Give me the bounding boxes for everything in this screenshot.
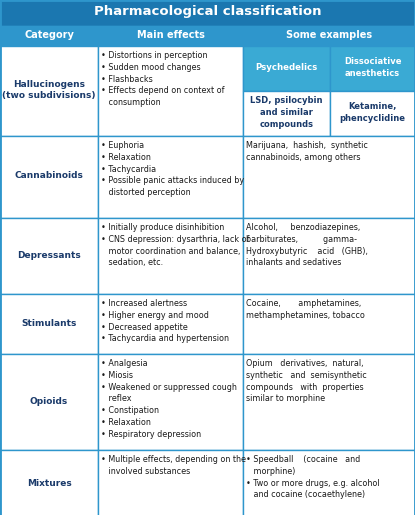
Bar [330,91,415,136]
Bar [243,450,415,515]
Text: • Initially produce disinhibition
• CNS depression: dysarthria, lack of
   motor: • Initially produce disinhibition • CNS … [101,223,249,267]
Text: Mixtures: Mixtures [27,479,71,489]
Bar [330,46,415,91]
Bar [0,46,98,136]
Bar [0,218,98,294]
Text: Hallucinogens
(two subdivisions): Hallucinogens (two subdivisions) [2,80,96,100]
Bar [0,26,98,46]
Text: • Distortions in perception
• Sudden mood changes
• Flashbacks
• Effects depend : • Distortions in perception • Sudden moo… [101,51,225,107]
Text: Cocaine,       amphetamines,
methamphetamines, tobacco: Cocaine, amphetamines, methamphetamines,… [246,299,365,320]
Text: Category: Category [24,30,74,40]
Text: • Increased alertness
• Higher energy and mood
• Decreased appetite
• Tachycardi: • Increased alertness • Higher energy an… [101,299,229,344]
Bar [0,450,98,515]
Bar [243,26,415,46]
Text: Pharmacological classification: Pharmacological classification [94,6,321,19]
Bar [0,294,98,354]
Text: Alcohol,     benzodiazepines,
barbiturates,          gamma-
Hydroxybutyric    ac: Alcohol, benzodiazepines, barbiturates, … [246,223,368,267]
Text: • Multiple effects, depending on the
   involved substances: • Multiple effects, depending on the inv… [101,455,246,476]
Text: Some examples: Some examples [286,30,372,40]
Bar [0,354,98,450]
Bar [98,450,243,515]
Text: Opium   derivatives,  natural,
synthetic   and  semisynthetic
compounds   with  : Opium derivatives, natural, synthetic an… [246,359,367,403]
Text: • Analgesia
• Miosis
• Weakened or suppressed cough
   reflex
• Constipation
• R: • Analgesia • Miosis • Weakened or suppr… [101,359,237,439]
Text: • Speedball    (cocaine   and
   morphine)
• Two or more drugs, e.g. alcohol
   : • Speedball (cocaine and morphine) • Two… [246,455,380,500]
Text: Psychedelics: Psychedelics [255,63,317,72]
Bar [98,294,243,354]
Bar [0,0,415,26]
Text: Cannabinoids: Cannabinoids [15,171,83,180]
Text: LSD, psilocybin
and similar
compounds: LSD, psilocybin and similar compounds [250,96,323,129]
Bar [98,46,243,136]
Bar [243,46,330,91]
Bar [98,136,243,218]
Bar [98,26,243,46]
Text: Stimulants: Stimulants [21,318,77,328]
Text: Dissociative
anesthetics: Dissociative anesthetics [344,57,401,78]
Text: Depressants: Depressants [17,250,81,260]
Bar [98,354,243,450]
Bar [243,294,415,354]
Bar [0,136,98,218]
Text: • Euphoria
• Relaxation
• Tachycardia
• Possible panic attacks induced by
   dis: • Euphoria • Relaxation • Tachycardia • … [101,141,244,197]
Bar [243,91,330,136]
Bar [243,218,415,294]
Text: Ketamine,
phencyclidine: Ketamine, phencyclidine [339,102,405,123]
Bar [243,136,415,218]
Bar [98,218,243,294]
Text: Marijuana,  hashish,  synthetic
cannabinoids, among others: Marijuana, hashish, synthetic cannabinoi… [246,141,368,162]
Text: Opioids: Opioids [30,397,68,405]
Text: Main effects: Main effects [137,30,205,40]
Bar [243,354,415,450]
